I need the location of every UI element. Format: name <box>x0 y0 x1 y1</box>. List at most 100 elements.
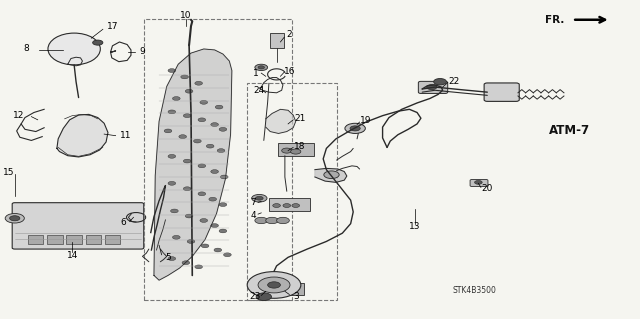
Circle shape <box>434 78 447 85</box>
FancyBboxPatch shape <box>12 203 144 249</box>
Circle shape <box>211 224 218 227</box>
Text: 5: 5 <box>165 253 171 262</box>
Circle shape <box>345 123 365 133</box>
Circle shape <box>5 213 24 223</box>
Text: 23: 23 <box>249 292 260 301</box>
Circle shape <box>200 219 207 222</box>
Circle shape <box>273 204 280 207</box>
Circle shape <box>168 110 175 114</box>
Circle shape <box>200 100 207 104</box>
Text: 7: 7 <box>250 198 256 207</box>
Circle shape <box>211 170 218 174</box>
FancyBboxPatch shape <box>419 81 448 93</box>
Circle shape <box>258 66 264 69</box>
Text: 1: 1 <box>253 69 259 78</box>
Polygon shape <box>154 49 232 280</box>
FancyBboxPatch shape <box>470 180 488 187</box>
Circle shape <box>266 217 278 224</box>
Text: 11: 11 <box>120 131 131 140</box>
Circle shape <box>168 69 175 72</box>
Circle shape <box>198 192 205 196</box>
Circle shape <box>209 197 216 201</box>
Circle shape <box>324 171 339 179</box>
Circle shape <box>219 203 227 206</box>
Circle shape <box>182 261 189 265</box>
Circle shape <box>206 144 214 148</box>
Circle shape <box>283 204 291 207</box>
Circle shape <box>214 248 221 252</box>
Text: 21: 21 <box>294 114 305 123</box>
Text: 18: 18 <box>294 142 305 151</box>
Circle shape <box>247 271 301 298</box>
Text: 10: 10 <box>180 11 191 20</box>
Circle shape <box>168 257 175 261</box>
Circle shape <box>193 139 201 143</box>
Circle shape <box>171 209 178 213</box>
Circle shape <box>223 253 231 257</box>
Polygon shape <box>266 109 296 133</box>
Circle shape <box>168 182 175 185</box>
Circle shape <box>187 240 195 243</box>
Circle shape <box>180 75 188 79</box>
Circle shape <box>173 235 180 239</box>
Text: 24: 24 <box>253 86 265 95</box>
Bar <box>278 143 314 156</box>
Circle shape <box>292 204 300 207</box>
Circle shape <box>10 216 20 221</box>
Circle shape <box>217 149 225 152</box>
Circle shape <box>255 217 268 224</box>
Circle shape <box>220 175 228 179</box>
Circle shape <box>93 40 103 45</box>
Circle shape <box>268 282 280 288</box>
Text: 15: 15 <box>3 168 14 177</box>
Circle shape <box>201 244 209 248</box>
Bar <box>270 33 284 48</box>
Bar <box>67 235 82 244</box>
Circle shape <box>185 89 193 93</box>
Text: 3: 3 <box>293 292 299 301</box>
Circle shape <box>282 148 292 153</box>
Circle shape <box>219 127 227 131</box>
Circle shape <box>252 195 267 202</box>
Text: 13: 13 <box>409 222 420 231</box>
Circle shape <box>195 81 202 85</box>
Circle shape <box>198 164 205 168</box>
Bar <box>105 235 120 244</box>
Text: 12: 12 <box>13 111 24 120</box>
Circle shape <box>291 149 301 154</box>
Circle shape <box>173 97 180 100</box>
Circle shape <box>183 159 191 163</box>
Circle shape <box>185 214 193 218</box>
Text: 2: 2 <box>287 31 292 40</box>
Bar <box>28 235 44 244</box>
Polygon shape <box>315 168 347 182</box>
Text: 8: 8 <box>24 44 29 53</box>
FancyBboxPatch shape <box>484 83 519 101</box>
Ellipse shape <box>48 33 100 65</box>
Circle shape <box>179 135 186 138</box>
Text: STK4B3500: STK4B3500 <box>452 286 497 295</box>
Circle shape <box>168 154 175 158</box>
Text: 22: 22 <box>449 77 460 86</box>
Circle shape <box>255 196 263 200</box>
Circle shape <box>474 181 482 184</box>
Circle shape <box>255 64 268 70</box>
Bar <box>47 235 63 244</box>
Circle shape <box>183 114 191 118</box>
Text: 20: 20 <box>482 184 493 193</box>
Text: 9: 9 <box>140 47 145 56</box>
Circle shape <box>427 85 437 90</box>
Circle shape <box>183 187 191 191</box>
Circle shape <box>276 217 289 224</box>
Text: 14: 14 <box>67 251 78 260</box>
Circle shape <box>164 129 172 133</box>
Text: ATM-7: ATM-7 <box>548 124 589 137</box>
Circle shape <box>198 118 205 122</box>
Text: 6: 6 <box>120 218 126 227</box>
Circle shape <box>215 105 223 109</box>
Text: FR.: FR. <box>545 15 564 25</box>
Text: 17: 17 <box>107 22 118 31</box>
Polygon shape <box>57 115 108 157</box>
Circle shape <box>258 277 290 293</box>
Text: 16: 16 <box>284 67 295 76</box>
